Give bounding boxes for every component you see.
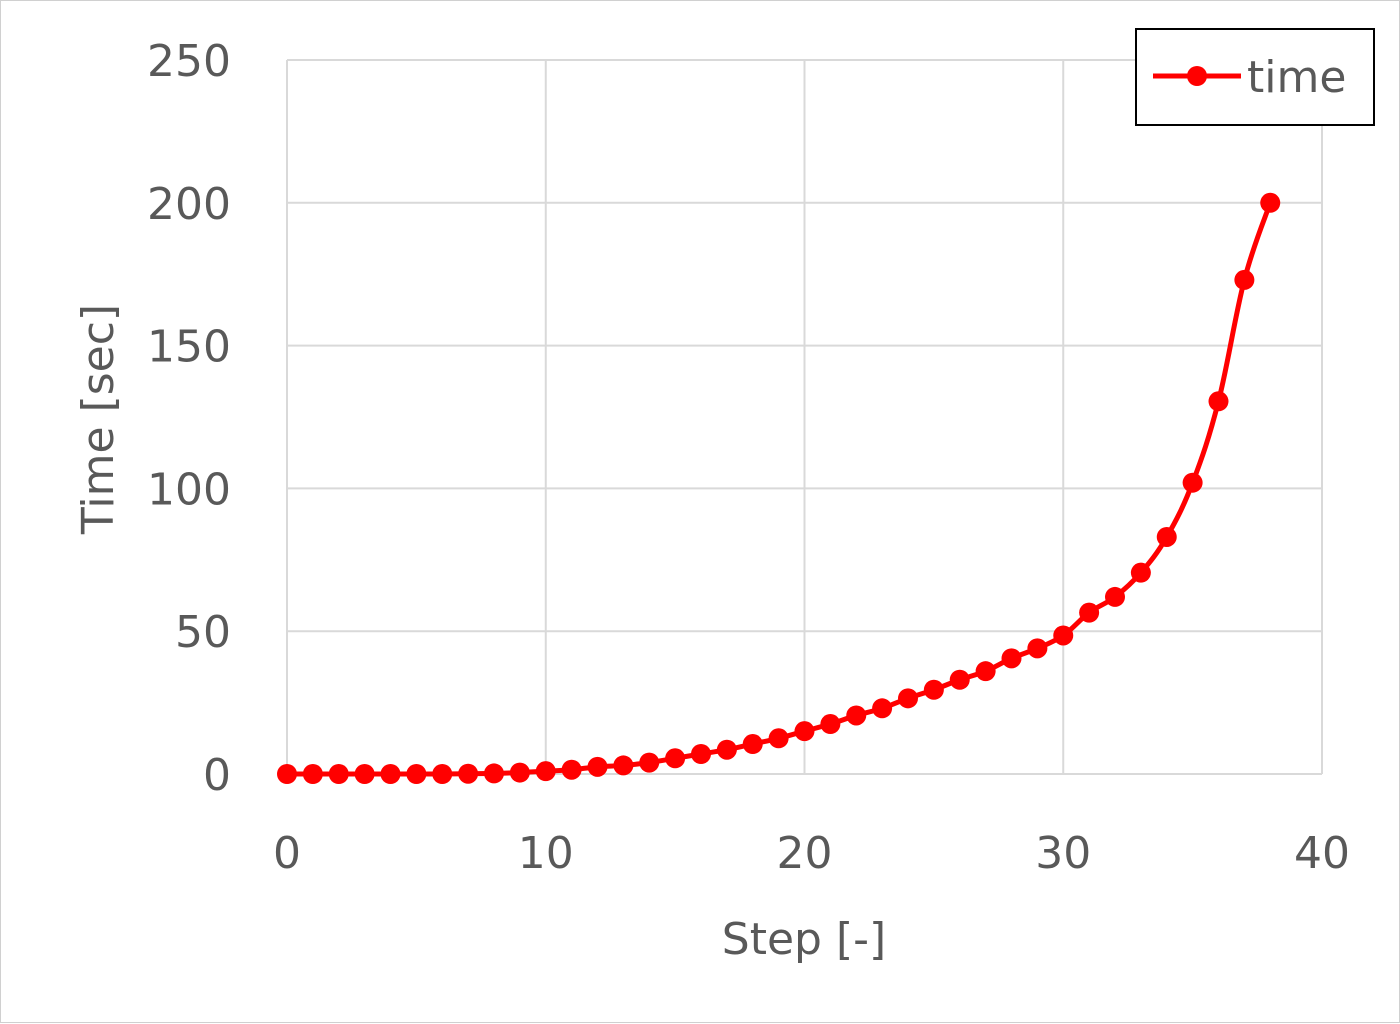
series-layer bbox=[277, 192, 1281, 784]
data-point bbox=[406, 764, 427, 784]
x-tick-label: 0 bbox=[273, 828, 301, 879]
y-tick-label: 150 bbox=[147, 322, 231, 373]
data-point bbox=[1105, 586, 1125, 607]
x-tick-label: 10 bbox=[518, 828, 574, 879]
y-tick-label: 200 bbox=[147, 179, 231, 230]
data-point bbox=[509, 762, 530, 783]
data-point bbox=[561, 759, 582, 780]
data-point bbox=[277, 764, 297, 784]
data-point bbox=[691, 744, 711, 765]
data-point bbox=[432, 764, 453, 784]
data-point bbox=[665, 748, 686, 769]
data-point bbox=[1079, 602, 1100, 623]
gridlines bbox=[286, 59, 1323, 775]
y-tick-label: 100 bbox=[147, 464, 231, 515]
data-point bbox=[1053, 625, 1074, 646]
data-point bbox=[768, 728, 789, 749]
data-point bbox=[846, 705, 867, 726]
legend-label: time bbox=[1247, 52, 1346, 103]
data-point bbox=[302, 764, 323, 784]
data-point bbox=[1182, 472, 1203, 493]
legend: time bbox=[1135, 28, 1375, 126]
y-tick-label: 50 bbox=[175, 607, 231, 658]
x-tick-label: 20 bbox=[777, 828, 833, 879]
data-point bbox=[587, 756, 608, 777]
data-point bbox=[949, 669, 970, 690]
data-point bbox=[1130, 562, 1151, 583]
data-point bbox=[458, 763, 479, 784]
y-axis-title: Time [sec] bbox=[73, 304, 124, 535]
data-point bbox=[328, 764, 349, 784]
x-axis-title: Step [-] bbox=[722, 914, 886, 965]
data-point bbox=[1001, 648, 1022, 669]
data-point bbox=[872, 698, 893, 719]
data-point bbox=[484, 763, 504, 784]
data-point bbox=[975, 661, 996, 682]
data-point bbox=[1208, 391, 1229, 412]
data-point bbox=[820, 714, 841, 735]
x-tick-label: 40 bbox=[1294, 828, 1350, 879]
data-point bbox=[923, 679, 944, 700]
legend-marker-swatch bbox=[1187, 66, 1207, 86]
data-point bbox=[716, 739, 737, 760]
x-axis-tick-labels: 0 10 20 30 40 bbox=[273, 828, 1350, 879]
x-tick-label: 30 bbox=[1035, 828, 1091, 879]
data-point bbox=[613, 755, 634, 776]
data-point bbox=[794, 721, 815, 742]
data-point bbox=[380, 764, 401, 784]
data-point bbox=[354, 764, 375, 784]
data-point bbox=[535, 761, 556, 782]
data-point bbox=[1027, 638, 1048, 659]
data-point bbox=[1156, 526, 1177, 547]
data-point bbox=[1260, 192, 1281, 213]
y-tick-label: 250 bbox=[147, 36, 231, 87]
data-point bbox=[639, 752, 660, 773]
data-point bbox=[898, 688, 918, 709]
y-axis-tick-labels: 0 50 100 150 200 250 bbox=[147, 36, 231, 801]
y-tick-label: 0 bbox=[203, 750, 231, 801]
data-point bbox=[1234, 269, 1255, 290]
data-point bbox=[742, 734, 763, 755]
